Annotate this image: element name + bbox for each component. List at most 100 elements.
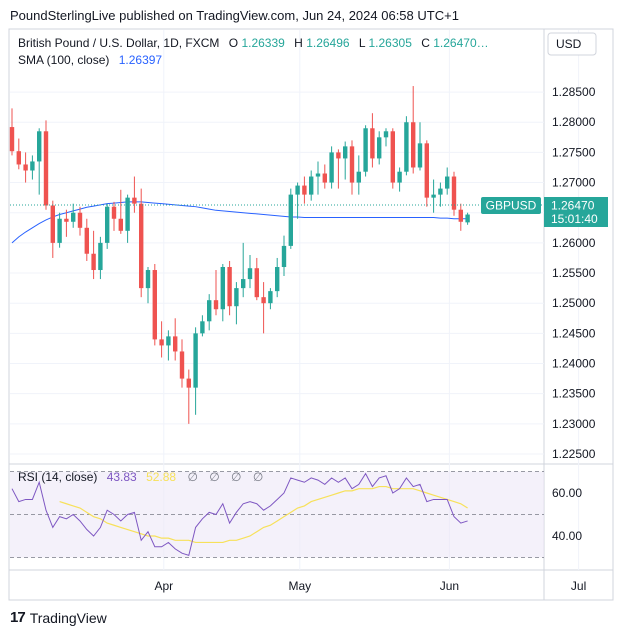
- price-tick-label: 1.28000: [552, 115, 596, 129]
- candle-body: [261, 297, 266, 304]
- price-tick-label: 1.25000: [552, 296, 596, 310]
- candle-body: [159, 339, 164, 346]
- price-badge: [544, 197, 608, 227]
- rsi-ma-legend-value: 52.88: [146, 470, 176, 484]
- candle-body: [458, 209, 463, 222]
- candle-body: [37, 131, 42, 162]
- candle-body: [370, 128, 375, 159]
- ohlc-close-value: 1.26470…: [433, 36, 488, 50]
- sma-legend: SMA (100, close) 1.26397: [18, 53, 162, 67]
- time-scale[interactable]: Apr May Jun Jul: [154, 579, 586, 593]
- rsi-legend-label[interactable]: RSI (14, close): [18, 470, 97, 484]
- candle-body: [227, 267, 232, 307]
- candle-body: [200, 321, 205, 334]
- candle-body: [417, 143, 423, 168]
- candle-body: [234, 288, 239, 307]
- currency-button[interactable]: [547, 32, 597, 56]
- candle-body: [50, 205, 55, 243]
- candle-body: [268, 291, 273, 304]
- candle-body: [247, 268, 253, 280]
- candle-body: [322, 173, 327, 183]
- candle-body: [139, 203, 144, 289]
- time-tick-label: Jun: [440, 579, 459, 593]
- candle-body: [173, 336, 178, 352]
- candle-body: [397, 171, 402, 183]
- candle-body: [377, 137, 382, 159]
- rsi-legend: RSI (14, close) 43.83 52.88 ∅ ∅ ∅ ∅: [18, 470, 263, 484]
- rsi-legend-extra-2: ∅: [209, 470, 219, 484]
- time-tick-label: Apr: [154, 579, 173, 593]
- symbol-badge-label: GBPUSD: [486, 199, 537, 213]
- candle-body: [363, 128, 368, 172]
- candle-body: [295, 185, 300, 195]
- candle-body: [275, 267, 280, 292]
- price-tick-label: 1.27500: [552, 145, 596, 159]
- candle-body: [451, 176, 457, 210]
- candle-body: [84, 227, 89, 254]
- time-tick-label: May: [288, 579, 311, 593]
- ohlc-high-label: H: [294, 36, 303, 50]
- candle-body: [281, 245, 287, 268]
- candle-body: [329, 152, 334, 183]
- candle-body: [302, 185, 307, 195]
- ohlc-close-label: C: [421, 36, 430, 50]
- candle-body: [98, 242, 103, 271]
- ohlc-low-label: L: [359, 36, 366, 50]
- candle-body: [152, 270, 157, 340]
- candle-body: [125, 197, 130, 231]
- rsi-scale[interactable]: 60.00 40.00: [552, 486, 582, 543]
- candle-body: [23, 164, 28, 171]
- candle-body: [118, 218, 123, 231]
- candle-body: [71, 212, 76, 222]
- candle-body: [336, 152, 341, 159]
- candle-body: [431, 194, 436, 198]
- candle-body: [91, 253, 96, 271]
- rsi-tick-label: 40.00: [552, 529, 582, 543]
- price-badge-countdown: 15:01:40: [551, 212, 598, 226]
- candle-body: [193, 333, 198, 388]
- price-tick-label: 1.23000: [552, 417, 596, 431]
- rsi-legend-value: 43.83: [107, 470, 137, 484]
- candle-body: [390, 131, 395, 183]
- candle-body: [30, 161, 35, 171]
- footer: 17 TradingView: [10, 609, 107, 626]
- candle-body: [356, 171, 361, 183]
- sma-legend-label[interactable]: SMA (100, close): [18, 53, 109, 67]
- candle-body: [179, 351, 185, 379]
- price-tick-label: 1.22500: [552, 447, 596, 461]
- candle-body: [43, 131, 49, 206]
- candle-body: [349, 146, 355, 183]
- candle-body: [186, 378, 191, 388]
- candle-body: [254, 268, 259, 298]
- currency-label: USD: [556, 37, 582, 51]
- sma-legend-value: 1.26397: [119, 53, 163, 67]
- candle-body: [315, 173, 321, 177]
- price-tick-label: 1.23500: [552, 387, 596, 401]
- time-tick-label: Jul: [571, 579, 586, 593]
- sma-line: [11, 201, 468, 244]
- candle-body: [343, 146, 348, 159]
- candle-body: [132, 197, 137, 204]
- price-tick-label: 1.24500: [552, 326, 596, 340]
- candle-body: [145, 270, 151, 289]
- candle-body: [309, 176, 314, 195]
- price-tick-label: 1.24000: [552, 357, 596, 371]
- candle-body: [9, 127, 15, 152]
- price-badge-value: 1.26470: [551, 199, 595, 213]
- rsi-legend-extra-4: ∅: [253, 470, 263, 484]
- rsi-legend-extra-3: ∅: [231, 470, 241, 484]
- candle-body: [411, 122, 416, 168]
- rsi-tick-label: 60.00: [552, 486, 582, 500]
- candle-body: [64, 218, 69, 222]
- candle-body: [220, 267, 225, 310]
- candle-body: [438, 188, 443, 195]
- candle-body: [465, 214, 470, 223]
- candle-body: [16, 151, 21, 165]
- candle-body: [77, 212, 83, 228]
- candle-body: [207, 300, 212, 322]
- candle-body: [241, 279, 246, 289]
- main-legend: British Pound / U.S. Dollar, 1D, FXCM O …: [18, 36, 489, 50]
- symbol-title[interactable]: British Pound / U.S. Dollar, 1D, FXCM: [18, 36, 219, 50]
- ohlc-open-value: 1.26339: [241, 36, 285, 50]
